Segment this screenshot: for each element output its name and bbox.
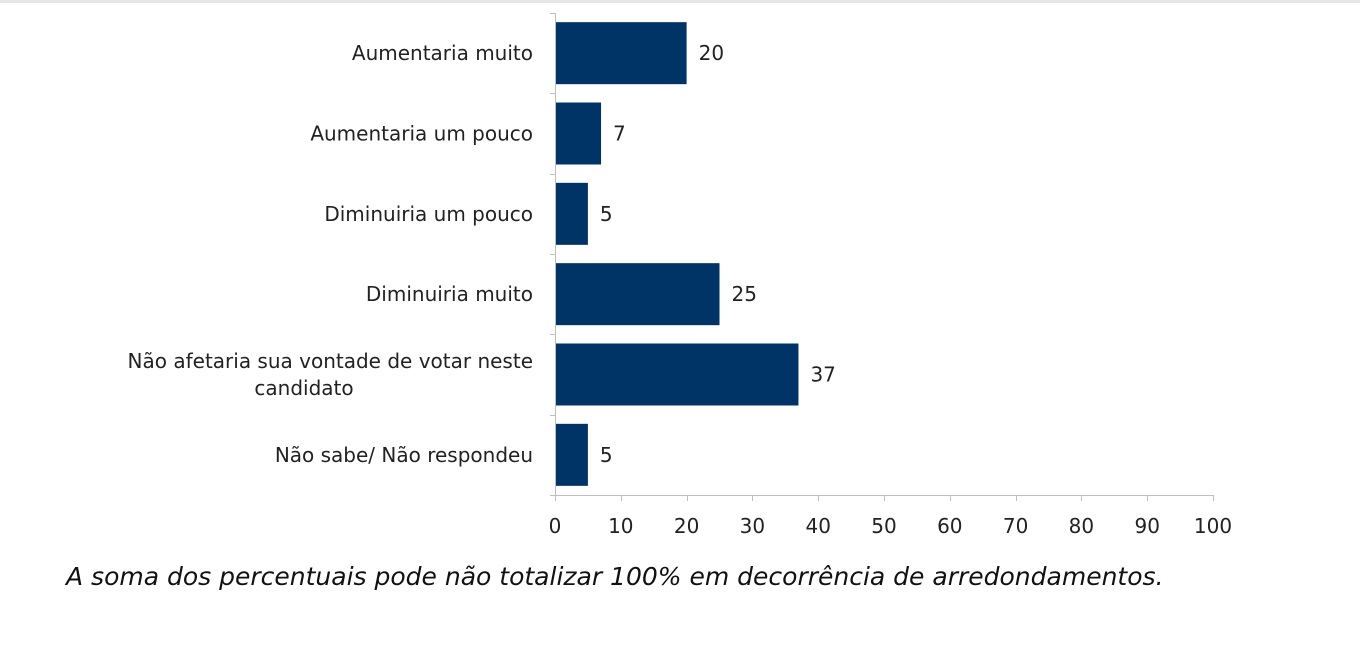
data-label: 5 [600, 443, 613, 467]
x-tick-label: 20 [674, 514, 699, 538]
footnote: A soma dos percentuais pode não totaliza… [66, 562, 1164, 591]
data-label: 20 [699, 41, 724, 65]
x-tick-label: 0 [549, 514, 562, 538]
bar [556, 102, 602, 165]
category-label: Não sabe/ Não respondeu [275, 443, 533, 467]
data-label: 25 [732, 282, 757, 306]
data-label: 7 [613, 122, 626, 146]
category-label: Diminuiria um pouco [324, 202, 533, 226]
category-label: Não afetaria sua vontade de votar neste c… [128, 349, 533, 400]
top-border [0, 0, 1360, 3]
x-tick-label: 60 [937, 514, 962, 538]
data-label: 5 [600, 202, 613, 226]
bar [556, 423, 588, 486]
bar [556, 22, 687, 85]
bar [556, 343, 799, 406]
x-tick-label: 40 [805, 514, 830, 538]
x-tick-label: 10 [608, 514, 633, 538]
x-tick-label: 80 [1069, 514, 1094, 538]
category-label: Diminuiria muito [366, 282, 533, 306]
x-tick-label: 70 [1003, 514, 1028, 538]
bar-chart: 0 10 20 30 40 50 60 70 80 90 100 20 Aumentaria muito… [128, 13, 1232, 538]
data-label: 37 [810, 363, 835, 387]
bar [556, 263, 720, 326]
x-tick-label: 100 [1194, 514, 1232, 538]
x-tick-label: 30 [740, 514, 765, 538]
x-tick-label: 50 [871, 514, 896, 538]
category-label: Aumentaria muito [352, 41, 533, 65]
category-label: Aumentaria um pouco [310, 122, 533, 146]
bar [556, 182, 588, 245]
x-tick-label: 90 [1134, 514, 1159, 538]
